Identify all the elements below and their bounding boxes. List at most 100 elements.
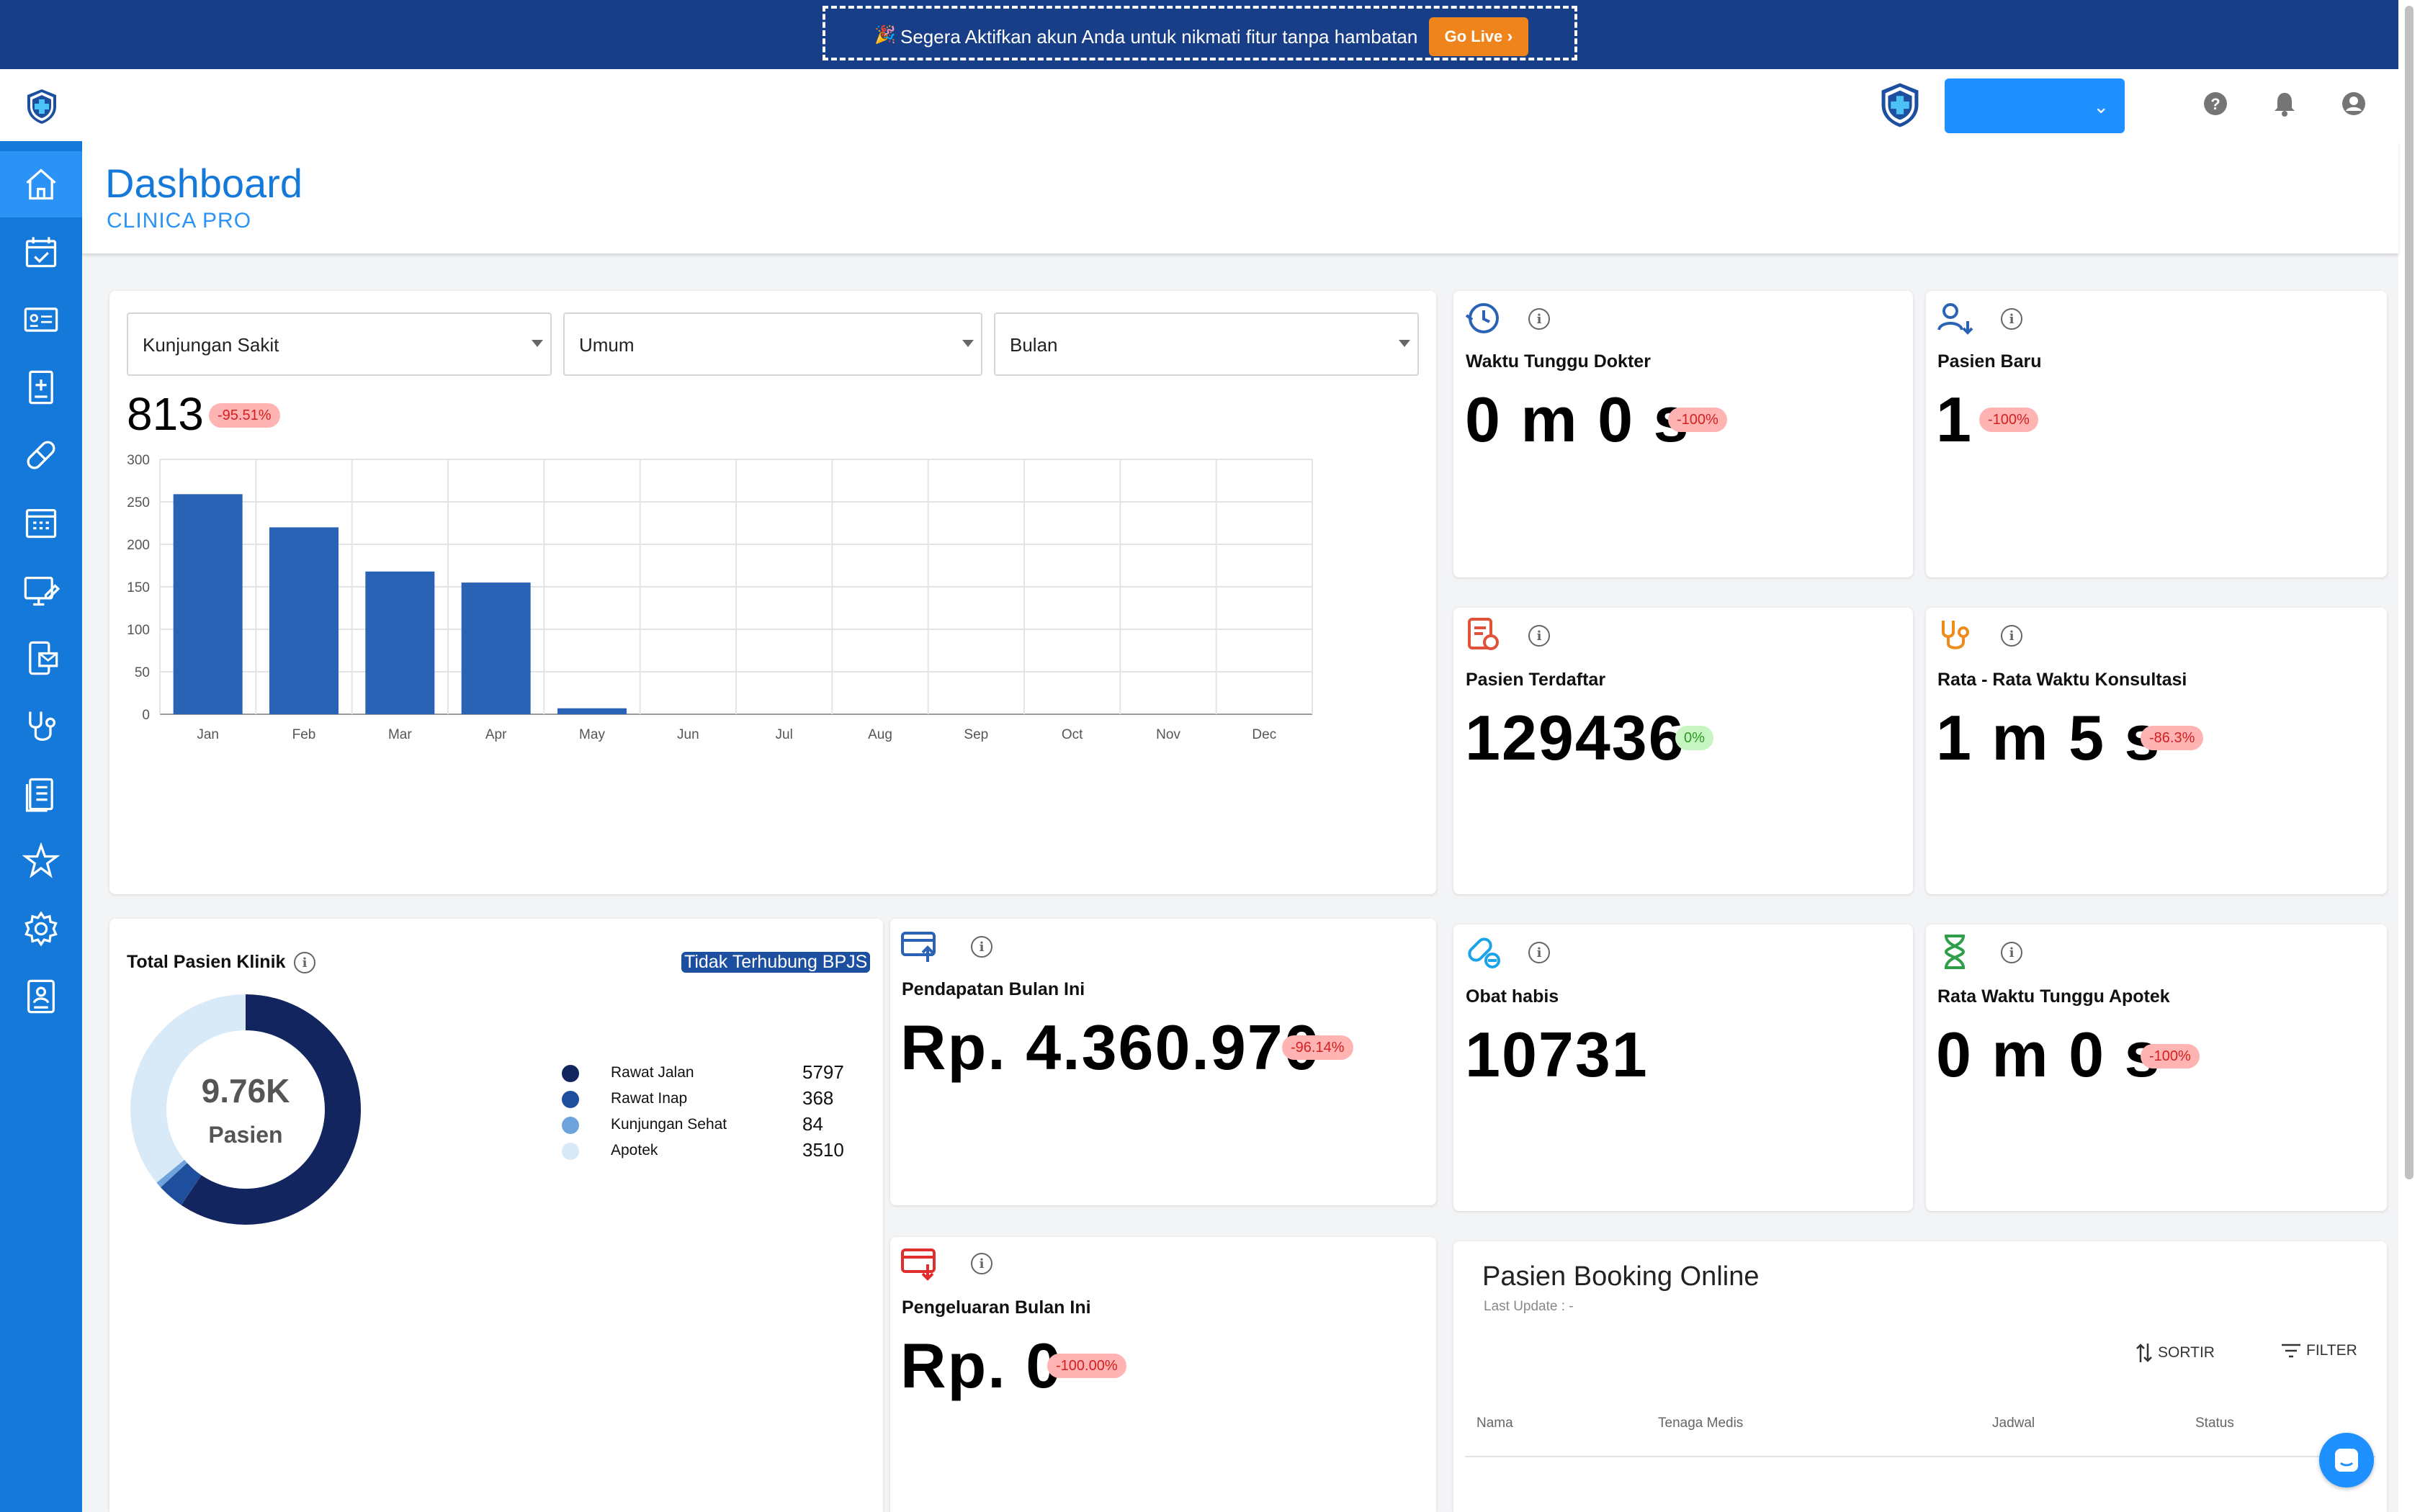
sidebar-item-pill[interactable] — [0, 422, 82, 488]
medical-record-icon — [29, 370, 53, 405]
info-icon[interactable]: i — [1528, 625, 1550, 647]
bar-jan — [173, 494, 243, 714]
payer-select[interactable]: Umum — [563, 312, 982, 376]
consultation-time-card — [1926, 608, 2387, 894]
legend-label: Kunjungan Sehat — [611, 1116, 727, 1133]
revenue-title: Pendapatan Bulan Ini — [902, 979, 1085, 999]
period-value: Bulan — [1010, 334, 1058, 356]
legend-dot — [562, 1117, 579, 1134]
dropdown-arrow-icon — [962, 340, 974, 347]
info-icon[interactable]: i — [294, 952, 315, 973]
column-header-medical-staff[interactable]: Tenaga Medis — [1658, 1416, 1744, 1431]
legend-label: Apotek — [611, 1142, 658, 1158]
bell-icon[interactable] — [2270, 89, 2299, 118]
legend-dot — [562, 1143, 579, 1160]
legend-item[interactable]: Apotek 3510 — [562, 1138, 850, 1162]
registration-form-icon — [1468, 618, 1499, 650]
bar-may — [557, 708, 627, 714]
medicine-out-card — [1453, 924, 1913, 1211]
banner-box: 🎉 Segera Aktifkan akun Anda untuk nikmat… — [823, 6, 1577, 60]
last-update-text: Last Update : - — [1484, 1299, 1574, 1314]
expense-change: -100.00% — [1047, 1354, 1126, 1378]
sidebar-item-settings[interactable] — [0, 896, 82, 962]
clinic-selector-dropdown[interactable]: ⌄ — [1945, 78, 2125, 133]
sidebar-item-star[interactable] — [0, 828, 82, 894]
online-booking-card — [1453, 1241, 2387, 1512]
column-header-status[interactable]: Status — [2195, 1416, 2234, 1431]
consultation-time-value: 1 m 5 s — [1936, 702, 2161, 773]
sort-button[interactable]: SORTIR — [2135, 1342, 2215, 1364]
sidebar-item-patient-badge[interactable] — [0, 963, 82, 1030]
visits-change-badge: -95.51% — [209, 403, 280, 428]
x-tick-label: Nov — [1156, 727, 1180, 742]
doctor-wait-change: -100% — [1668, 408, 1727, 432]
info-icon[interactable]: i — [1528, 308, 1550, 330]
sidebar-item-medical-record[interactable] — [0, 354, 82, 420]
legend-item[interactable]: Rawat Jalan 5797 — [562, 1060, 850, 1084]
go-live-button[interactable]: Go Live › — [1429, 17, 1528, 56]
go-live-label: Go Live — [1444, 27, 1503, 45]
registered-patient-title: Pasien Terdaftar — [1466, 670, 1606, 690]
pharmacy-wait-title: Rata Waktu Tunggu Apotek — [1937, 986, 2170, 1007]
total-patients-title: Total Pasien Klinik — [127, 952, 286, 972]
sidebar-item-phone-mail[interactable] — [0, 625, 82, 691]
clock-icon — [1465, 303, 1499, 333]
y-tick-label: 300 — [127, 453, 150, 468]
sidebar-item-home[interactable] — [0, 151, 82, 217]
legend-label: Rawat Inap — [611, 1090, 688, 1107]
bpjs-status-badge[interactable]: Tidak Terhubung BPJS — [681, 952, 871, 973]
x-tick-label: Apr — [485, 727, 507, 742]
info-icon[interactable]: i — [2001, 308, 2022, 330]
settings-icon — [24, 911, 58, 947]
bar-feb — [269, 527, 339, 714]
sidebar-item-calendar-grid[interactable] — [0, 490, 82, 556]
patients-donut-chart — [130, 994, 361, 1225]
info-icon[interactable]: i — [2001, 625, 2022, 647]
card-expense-icon — [901, 1248, 936, 1281]
sidebar-item-calendar-check[interactable] — [0, 219, 82, 285]
patient-badge-icon — [27, 979, 55, 1014]
legend-dot — [562, 1091, 579, 1108]
column-header-schedule[interactable]: Jadwal — [1992, 1416, 2035, 1431]
page-title: Dashboard — [105, 161, 302, 206]
pill-icon — [27, 441, 55, 469]
revenue-change: -96.14% — [1282, 1035, 1353, 1060]
legend-item[interactable]: Rawat Inap 368 — [562, 1086, 850, 1110]
page-subtitle: CLINICA PRO — [107, 209, 252, 233]
sidebar-item-monitor-edit[interactable] — [0, 557, 82, 624]
app-logo-icon[interactable] — [26, 88, 58, 125]
visit-type-select[interactable]: Kunjungan Sakit — [127, 312, 552, 376]
info-icon[interactable]: i — [971, 1253, 992, 1274]
account-icon[interactable] — [2339, 89, 2368, 118]
y-tick-label: 150 — [127, 580, 150, 595]
period-select[interactable]: Bulan — [994, 312, 1419, 376]
info-icon[interactable]: i — [2001, 942, 2022, 963]
x-tick-label: Feb — [292, 727, 316, 742]
bar-mar — [365, 571, 435, 714]
donut-center-label: Pasien — [208, 1122, 283, 1148]
visit-type-value: Kunjungan Sakit — [143, 334, 279, 356]
legend-item[interactable]: Kunjungan Sehat 84 — [562, 1112, 850, 1136]
sidebar-item-id-card[interactable] — [0, 287, 82, 353]
consultation-time-title: Rata - Rata Waktu Konsultasi — [1937, 670, 2187, 690]
filter-label: FILTER — [2306, 1342, 2357, 1359]
page-header — [82, 141, 2398, 253]
sidebar-item-clipboard-list[interactable] — [0, 760, 82, 827]
clipboard-list-icon — [25, 778, 53, 812]
consultation-time-change: -86.3% — [2141, 726, 2204, 750]
sort-label: SORTIR — [2158, 1344, 2215, 1361]
column-header-name[interactable]: Nama — [1476, 1416, 1513, 1431]
filter-button[interactable]: FILTER — [2280, 1342, 2357, 1359]
x-tick-label: Oct — [1062, 727, 1083, 742]
legend-label: Rawat Jalan — [611, 1064, 694, 1081]
medicine-out-title: Obat habis — [1466, 986, 1559, 1007]
filter-icon — [2282, 1344, 2300, 1358]
scrollbar-thumb[interactable] — [2405, 6, 2414, 1179]
dropdown-arrow-icon — [532, 340, 543, 347]
new-patient-value: 1 — [1936, 384, 1973, 455]
sidebar-item-stethoscope[interactable] — [0, 693, 82, 759]
info-icon[interactable]: i — [1528, 942, 1550, 963]
info-icon[interactable]: i — [971, 936, 992, 958]
help-icon[interactable]: ? — [2201, 89, 2230, 118]
chat-support-button[interactable] — [2319, 1433, 2374, 1488]
